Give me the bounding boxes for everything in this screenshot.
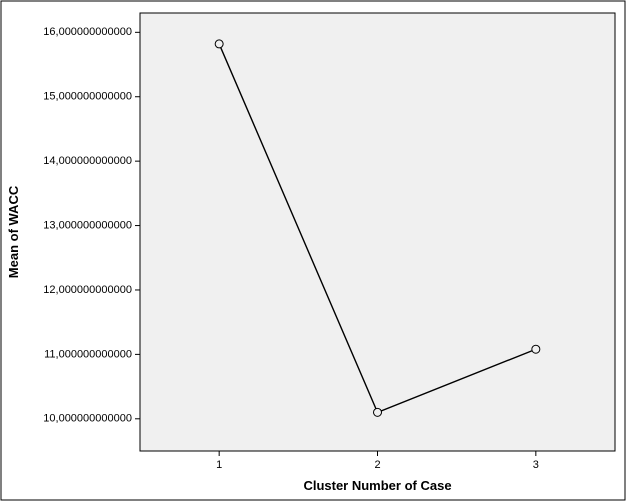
wacc-line-chart: 10,000000000000 11,000000000000 12,0000000… (0, 0, 626, 501)
data-marker (215, 40, 223, 48)
plot-area (140, 13, 615, 451)
x-tick-label: 1 (216, 459, 222, 471)
data-marker (532, 345, 540, 353)
x-tick-label: 2 (374, 459, 380, 471)
chart-svg: 10,000000000000 11,000000000000 12,0000000… (0, 0, 626, 501)
y-axis-label: Mean of WACC (6, 185, 21, 278)
y-tick-label: 10,000000000000 (43, 413, 132, 425)
y-tick-label: 11,000000000000 (44, 348, 132, 360)
y-tick-label: 14,000000000000 (43, 155, 132, 167)
x-tick-label: 3 (533, 459, 539, 471)
y-tick-label: 13,000000000000 (43, 219, 132, 231)
x-axis-label: Cluster Number of Case (303, 478, 451, 493)
y-tick-label: 15,000000000000 (43, 91, 132, 103)
y-tick-label: 16,000000000000 (43, 26, 132, 38)
y-tick-label: 12,000000000000 (43, 284, 132, 296)
data-marker (374, 408, 382, 416)
